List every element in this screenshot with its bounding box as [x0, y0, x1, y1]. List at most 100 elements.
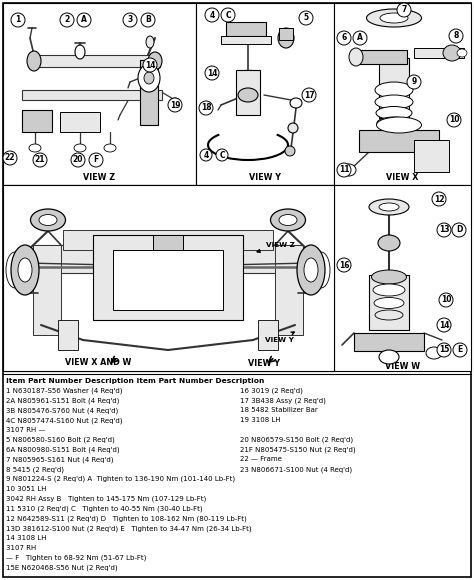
Ellipse shape — [373, 284, 405, 296]
Text: 14: 14 — [207, 68, 217, 78]
Ellipse shape — [443, 45, 461, 61]
Text: 17 3B438 Assy (2 Req'd): 17 3B438 Assy (2 Req'd) — [240, 398, 326, 404]
Text: 16: 16 — [339, 260, 349, 270]
Text: VIEW Z: VIEW Z — [257, 242, 295, 252]
Ellipse shape — [379, 203, 399, 211]
Text: 11 5310 (2 Req'd) C   Tighten to 40-55 Nm (30-40 Lb-Ft): 11 5310 (2 Req'd) C Tighten to 40-55 Nm … — [6, 505, 202, 512]
Text: 14 3108 LH: 14 3108 LH — [6, 535, 46, 541]
Text: VIEW W: VIEW W — [385, 362, 420, 371]
Text: 4: 4 — [210, 10, 215, 20]
Ellipse shape — [279, 215, 297, 226]
Text: F: F — [93, 155, 99, 165]
Ellipse shape — [29, 144, 41, 152]
Ellipse shape — [146, 36, 154, 48]
Bar — [58, 320, 78, 350]
Text: 4: 4 — [203, 150, 209, 160]
Text: 1: 1 — [15, 16, 21, 24]
Ellipse shape — [304, 258, 318, 282]
Circle shape — [60, 13, 74, 27]
Ellipse shape — [297, 245, 325, 295]
Text: VIEW X AND W: VIEW X AND W — [65, 358, 131, 367]
Bar — [22, 110, 52, 132]
Bar — [334, 3, 471, 185]
Text: 18: 18 — [201, 103, 211, 113]
Circle shape — [397, 3, 411, 17]
Circle shape — [141, 13, 155, 27]
Circle shape — [33, 153, 47, 167]
Circle shape — [71, 153, 85, 167]
Text: 5 N806580-S160 Bolt (2 Req'd): 5 N806580-S160 Bolt (2 Req'd) — [6, 437, 115, 443]
Text: 12 N642589-S11 (2 Req'd) D   Tighten to 108-162 Nm (80-119 Lb-Ft): 12 N642589-S11 (2 Req'd) D Tighten to 10… — [6, 515, 247, 521]
Text: 20: 20 — [73, 155, 83, 165]
Circle shape — [337, 258, 351, 272]
Circle shape — [205, 8, 219, 22]
Circle shape — [168, 98, 182, 112]
Text: VIEW X: VIEW X — [386, 173, 419, 182]
Text: 10: 10 — [449, 115, 459, 125]
Ellipse shape — [457, 49, 467, 57]
Text: E: E — [457, 346, 463, 354]
Bar — [196, 3, 334, 185]
Ellipse shape — [27, 51, 41, 71]
Text: 16 3019 (2 Req'd): 16 3019 (2 Req'd) — [240, 388, 303, 394]
Text: Item Part Number Description Item Part Number Description: Item Part Number Description Item Part N… — [6, 378, 264, 384]
Ellipse shape — [11, 245, 39, 295]
Bar — [275, 245, 303, 335]
Text: 19 3108 LH: 19 3108 LH — [240, 417, 281, 423]
Circle shape — [432, 192, 446, 206]
Circle shape — [216, 149, 228, 161]
Text: 11: 11 — [339, 165, 349, 175]
Ellipse shape — [74, 144, 86, 152]
Ellipse shape — [104, 144, 116, 152]
Circle shape — [221, 8, 235, 22]
Text: 19: 19 — [170, 100, 180, 110]
Circle shape — [200, 149, 212, 161]
Text: 14: 14 — [145, 60, 155, 70]
Text: — F   Tighten to 68-92 Nm (51-67 Lb-Ft): — F Tighten to 68-92 Nm (51-67 Lb-Ft) — [6, 554, 146, 561]
Ellipse shape — [342, 164, 356, 176]
Circle shape — [199, 101, 213, 115]
Ellipse shape — [376, 107, 412, 119]
Text: 23 N806671-S100 Nut (4 Req'd): 23 N806671-S100 Nut (4 Req'd) — [240, 466, 352, 473]
Circle shape — [3, 151, 17, 165]
Text: 22 — Frame: 22 — Frame — [240, 456, 282, 462]
Text: 21F N805475-S150 Nut (2 Req'd): 21F N805475-S150 Nut (2 Req'd) — [240, 447, 356, 453]
Bar — [153, 235, 183, 250]
Circle shape — [11, 13, 25, 27]
Ellipse shape — [374, 298, 404, 309]
Bar — [113, 250, 223, 310]
Text: 13D 381612-S100 Nut (2 Req'd) E   Tighten to 34-47 Nm (26-34 Lb-Ft): 13D 381612-S100 Nut (2 Req'd) E Tighten … — [6, 525, 252, 531]
Text: D: D — [456, 226, 462, 234]
Text: 12: 12 — [434, 194, 444, 204]
Bar — [22, 90, 162, 100]
Ellipse shape — [372, 270, 407, 284]
Text: 18 5482 Stabilizer Bar: 18 5482 Stabilizer Bar — [240, 407, 318, 414]
Text: 7 N805965-S161 Nut (4 Req'd): 7 N805965-S161 Nut (4 Req'd) — [6, 456, 113, 463]
Ellipse shape — [39, 215, 57, 226]
Ellipse shape — [366, 9, 421, 27]
Text: 20 N806579-S150 Bolt (2 Req'd): 20 N806579-S150 Bolt (2 Req'd) — [240, 437, 353, 443]
Circle shape — [302, 88, 316, 102]
Ellipse shape — [380, 13, 408, 23]
Circle shape — [353, 31, 367, 45]
Bar — [258, 320, 278, 350]
Circle shape — [449, 29, 463, 43]
Ellipse shape — [75, 45, 85, 59]
Bar — [60, 112, 100, 132]
Ellipse shape — [379, 350, 399, 364]
Ellipse shape — [148, 52, 162, 70]
Bar — [334, 185, 471, 371]
Ellipse shape — [30, 209, 65, 231]
Bar — [354, 333, 424, 351]
Text: B: B — [145, 16, 151, 24]
Ellipse shape — [349, 48, 363, 66]
Ellipse shape — [376, 117, 421, 133]
Ellipse shape — [285, 146, 295, 156]
Circle shape — [299, 11, 313, 25]
Text: 21: 21 — [35, 155, 45, 165]
Text: 8: 8 — [453, 31, 459, 41]
Bar — [93, 235, 243, 320]
Text: C: C — [225, 10, 231, 20]
Text: 13: 13 — [439, 226, 449, 234]
Text: 5: 5 — [303, 13, 309, 23]
